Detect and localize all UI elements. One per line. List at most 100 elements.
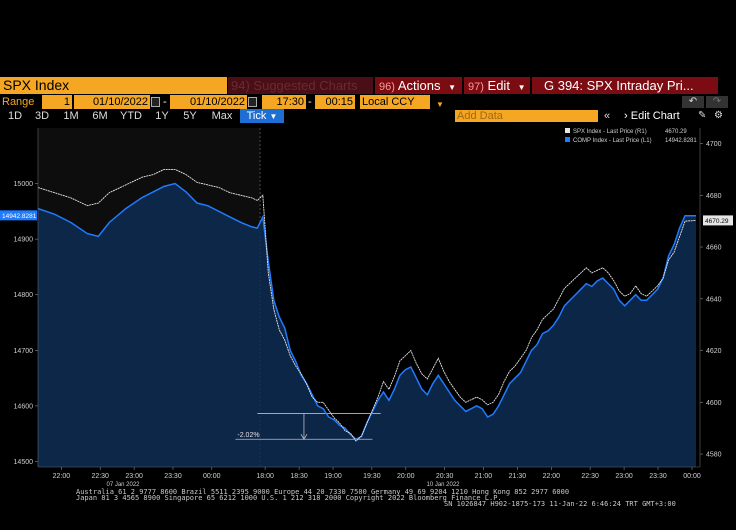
x-axis-label: 23:30	[164, 473, 182, 480]
x-axis-label: 21:00	[475, 473, 493, 480]
period-tick-label: Tick	[246, 110, 267, 122]
chevron-down-icon: ▼	[269, 112, 278, 121]
actions-menu-button[interactable]: 96) Actions ▼	[375, 77, 462, 94]
x-axis-label: 19:00	[324, 473, 342, 480]
collapse-chevrons-icon[interactable]: «	[604, 110, 611, 122]
period-toolbar: 1D 3D 1M 6M YTD 1Y 5Y Max Tick ▼ Add Dat…	[0, 109, 736, 123]
edit-chart-button[interactable]: › Edit Chart	[624, 109, 680, 123]
chart-legend: SPX Index - Last Price (R1) 4670.29 COMP I…	[565, 128, 697, 144]
right-axis-label: 4620	[706, 348, 722, 355]
x-axis-label: 22:00	[53, 473, 71, 480]
chevron-right-icon: ›	[624, 110, 628, 122]
left-axis-label: 14700	[14, 348, 34, 355]
undo-icon[interactable]: ↶	[682, 96, 704, 108]
intraday-chart[interactable]: -2.02% 15000 14900 14800 14700 14600 14500 470…	[0, 124, 736, 486]
edit-menu-button[interactable]: 97) Edit ▼	[464, 77, 530, 94]
x-axis-label: 00:00	[203, 473, 221, 480]
time-separator: -	[308, 96, 312, 108]
comp-area	[38, 183, 696, 467]
spx-series-line	[37, 168, 697, 442]
add-data-input[interactable]: Add Data	[455, 110, 598, 122]
chevron-down-icon[interactable]: ▼	[436, 100, 444, 109]
actions-label: Actions	[397, 78, 441, 93]
comp-area-fill	[38, 183, 696, 467]
day-label: 07 Jan 2022	[106, 482, 140, 486]
period-1d[interactable]: 1D	[7, 110, 23, 122]
legend-swatch	[565, 128, 570, 133]
day-label: 10 Jan 2022	[426, 482, 460, 486]
left-axis-label: 15000	[14, 181, 34, 188]
right-axis-label: 4640	[706, 296, 722, 303]
right-axis-label: 4680	[706, 193, 722, 200]
range-label: Range	[2, 96, 35, 108]
footer-session-line: SN 1026847 H902-1875-173 11-Jan-22 6:46:…	[444, 500, 676, 508]
period-1y[interactable]: 1Y	[155, 110, 169, 122]
date-separator: -	[163, 96, 167, 108]
interval-input[interactable]: 00:15	[315, 95, 355, 109]
redo-icon[interactable]: ↷	[706, 96, 728, 108]
edit-number: 97)	[468, 81, 484, 93]
pencil-icon[interactable]: ✎	[698, 110, 707, 121]
x-axis-label: 22:00	[543, 473, 561, 480]
left-axis-label: 14800	[14, 292, 34, 299]
x-axis-label: 23:30	[649, 473, 667, 480]
edit-label: Edit	[487, 78, 510, 93]
range-value-input[interactable]: 1	[42, 95, 72, 109]
period-3d[interactable]: 3D	[34, 110, 50, 122]
comp-current-value: 14942.8281	[2, 213, 37, 220]
start-date-input[interactable]: 01/10/2022	[74, 95, 150, 109]
left-axis-label: 14500	[14, 459, 34, 466]
range-toolbar: Range 1 01/10/2022 - 01/10/2022 17:30 - …	[0, 95, 736, 109]
ticker-input[interactable]: SPX Index	[0, 77, 227, 94]
comp-current-badge	[0, 210, 37, 221]
legend-series-name: COMP Index - Last Price (L1)	[573, 138, 652, 144]
right-axis-label: 4580	[706, 452, 722, 459]
chevron-down-icon: ▼	[448, 83, 456, 92]
x-axis-label: 19:30	[363, 473, 381, 480]
period-ytd[interactable]: YTD	[120, 110, 142, 122]
chart-title[interactable]: G 394: SPX Intraday Pri...	[532, 77, 718, 94]
x-axis-label: 21:30	[509, 473, 527, 480]
edit-chart-label: Edit Chart	[630, 110, 680, 122]
x-axis-label: 20:30	[436, 473, 454, 480]
left-axis-label: 14900	[14, 237, 34, 244]
period-tick[interactable]: Tick ▼	[240, 109, 284, 123]
left-axis-label: 14600	[14, 403, 34, 410]
legend-series-name: SPX Index - Last Price (R1)	[573, 129, 647, 135]
footer-copyright-line: Japan 81 3 4565 8900 Singapore 65 6212 1…	[76, 494, 502, 502]
comp-series-line	[37, 182, 696, 441]
x-axis-label: 23:00	[125, 473, 143, 480]
actions-number: 96)	[379, 81, 395, 93]
period-6m[interactable]: 6M	[92, 110, 108, 122]
period-5y[interactable]: 5Y	[183, 110, 197, 122]
top-toolbar: SPX Index 94) Suggested Charts 96) Actio…	[0, 77, 736, 94]
x-axis-label: 20:00	[397, 473, 415, 480]
suggested-charts-button[interactable]: 94) Suggested Charts	[228, 77, 373, 94]
calendar-icon[interactable]	[248, 97, 257, 107]
end-date-input[interactable]: 01/10/2022	[170, 95, 247, 109]
spx-current-value: 4670.29	[705, 218, 729, 225]
currency-select[interactable]: Local CCY	[360, 95, 430, 109]
right-axis-label: 4660	[706, 245, 722, 252]
x-axis-label: 18:00	[256, 473, 274, 480]
time-input[interactable]: 17:30	[262, 95, 306, 109]
spx-current-badge	[703, 215, 733, 226]
right-axis-label: 4600	[706, 400, 722, 407]
settings-icon[interactable]: ⚙	[714, 110, 723, 121]
footer-contacts-line: Australia 61 2 9777 8600 Brazil 5511 239…	[76, 488, 570, 496]
chart-area[interactable]: -2.02% 15000 14900 14800 14700 14600 14500 470…	[0, 124, 736, 486]
chart-lines	[37, 168, 697, 442]
legend-series-value: 14942.8281	[665, 138, 697, 144]
suggested-charts-number: 94)	[231, 78, 250, 93]
legend-swatch	[565, 137, 570, 142]
chevron-down-icon: ▼	[517, 83, 526, 92]
legend-series-value: 4670.29	[665, 129, 687, 135]
period-1m[interactable]: 1M	[63, 110, 79, 122]
suggested-charts-label: Suggested Charts	[253, 78, 358, 93]
right-axis-label: 4700	[706, 141, 722, 148]
period-max[interactable]: Max	[211, 110, 233, 122]
x-axis-label: 22:30	[91, 473, 109, 480]
calendar-icon[interactable]	[151, 97, 160, 107]
footer: Australia 61 2 9777 8600 Brazil 5511 239…	[0, 486, 736, 530]
x-axis-label: 23:00	[615, 473, 633, 480]
